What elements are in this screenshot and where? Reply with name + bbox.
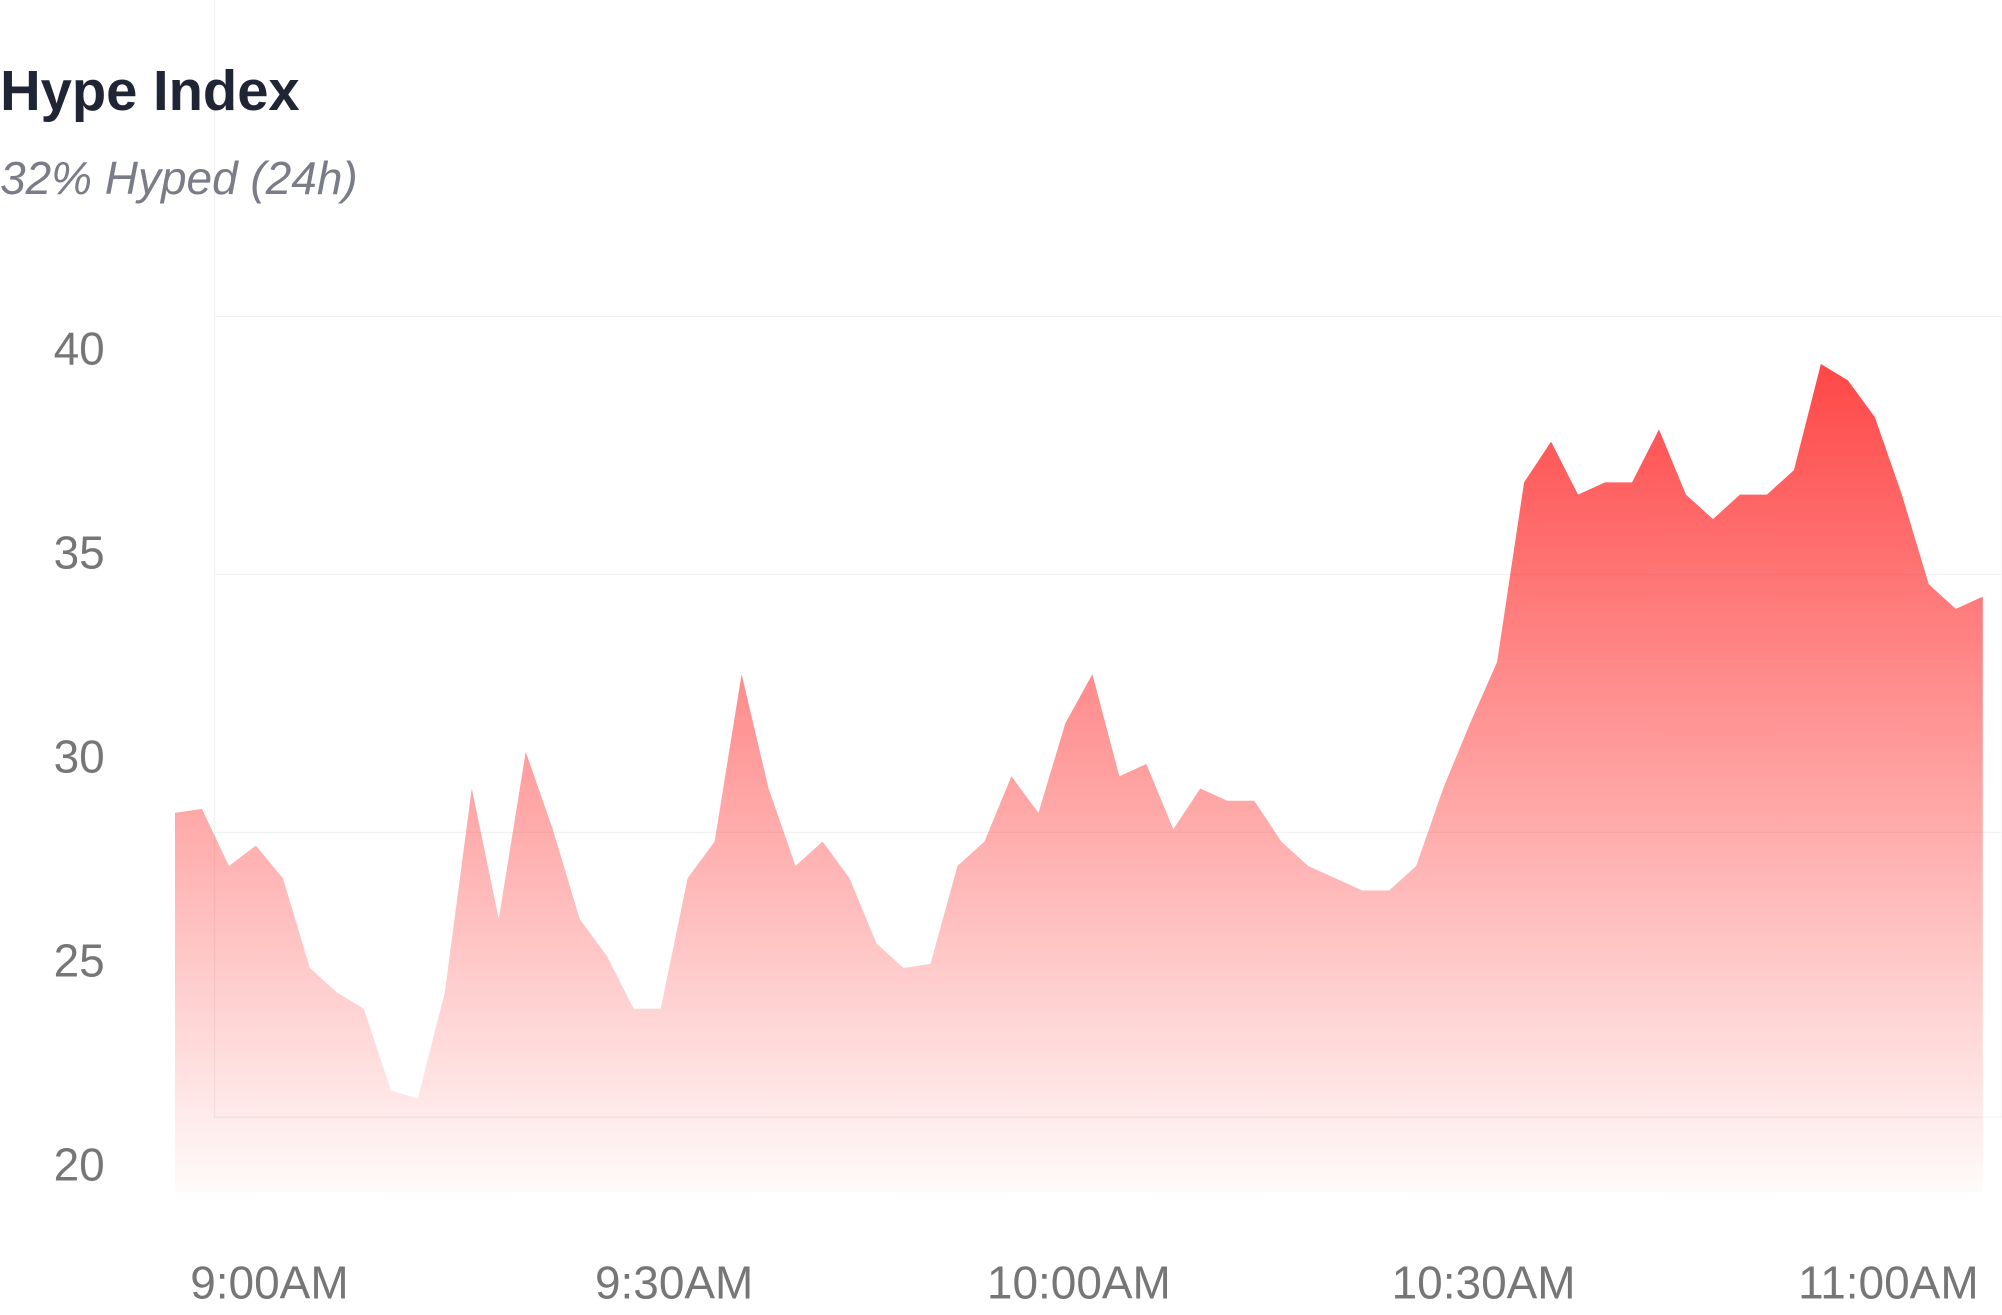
y-tick-label: 40 — [54, 322, 105, 374]
x-tick-label: 10:00AM — [987, 1256, 1171, 1308]
y-tick-label: 35 — [54, 526, 105, 578]
y-tick-label: 20 — [54, 1138, 105, 1190]
x-tick-label: 10:30AM — [1392, 1256, 1576, 1308]
y-tick-label: 25 — [54, 934, 105, 986]
x-tick-label: 9:30AM — [595, 1256, 753, 1308]
y-tick-label: 30 — [54, 730, 105, 782]
area — [174, 364, 1983, 1193]
x-tick-label: 11:00AM — [1798, 1256, 1979, 1308]
chart-subtitle: 32% Hyped (24h) — [0, 152, 358, 204]
x-tick-label: 9:00AM — [190, 1256, 348, 1308]
chart-title: Hype Index — [0, 59, 300, 122]
